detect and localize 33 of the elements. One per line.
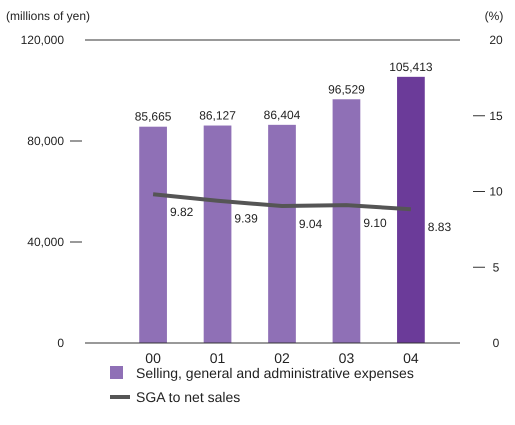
data-label: 8.83 [428, 220, 452, 234]
y2-axis-title: (%) [484, 9, 504, 23]
x-tick-label: 04 [403, 350, 419, 366]
legend-label: Selling, general and administrative expenses [136, 365, 414, 381]
data-label: 85,665 [134, 110, 172, 124]
y2-tick-label: 20 [489, 33, 503, 47]
data-label: 86,404 [264, 108, 301, 122]
bar [204, 126, 232, 343]
y-tick-label: 0 [57, 336, 64, 350]
x-tick-label: 02 [274, 350, 290, 366]
bar [397, 76, 425, 343]
y-axis-title: (millions of yen) [6, 9, 90, 23]
x-tick-label: 01 [210, 350, 226, 366]
legend-label: SGA to net sales [136, 389, 240, 405]
data-label: 9.82 [170, 205, 194, 220]
x-tick-label: 03 [338, 350, 354, 366]
y2-tick-label: 0 [492, 336, 500, 350]
y2-tick-label: 10 [489, 184, 503, 198]
y-tick-label: 120,000 [20, 33, 64, 47]
data-label: 9.39 [234, 212, 258, 226]
y-tick-label: 80,000 [27, 134, 64, 148]
y2-tick-label: 15 [489, 108, 503, 123]
data-label: 9.04 [298, 217, 323, 232]
data-label: 96,529 [328, 82, 366, 96]
bar [268, 124, 296, 343]
bar [332, 99, 360, 343]
y-tick-label: 40,000 [27, 235, 64, 249]
x-tick-label: 00 [145, 350, 162, 366]
bar [139, 126, 167, 343]
y2-tick-label: 5 [492, 260, 500, 274]
data-label: 105,413 [389, 60, 433, 74]
data-label: 86,127 [199, 108, 236, 123]
data-label: 9.10 [363, 216, 387, 230]
